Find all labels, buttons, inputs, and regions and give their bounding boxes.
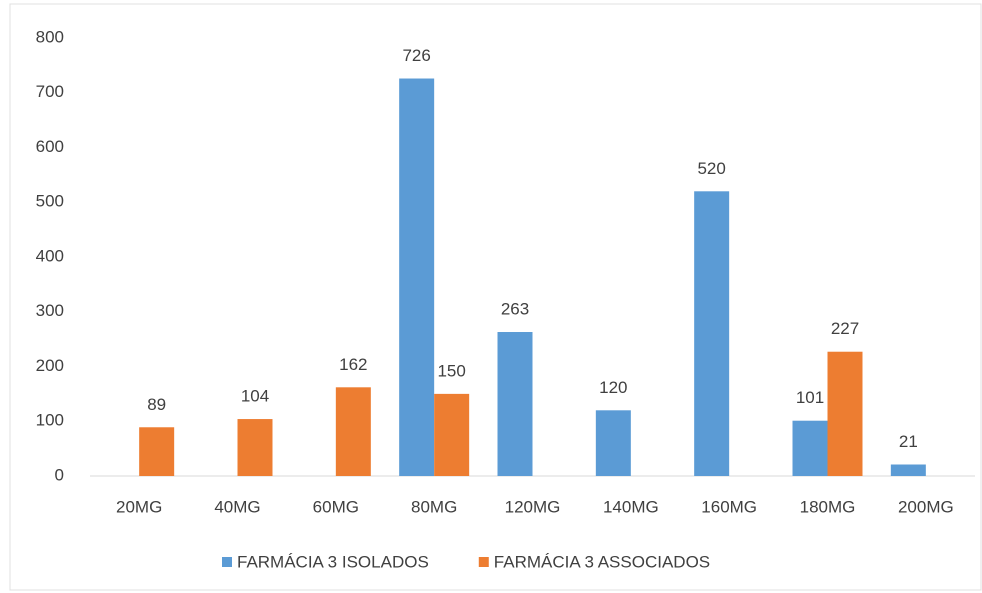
legend-swatch [478,557,489,567]
y-tick-label: 100 [36,411,64,430]
data-label: 89 [147,395,166,414]
x-tick-label: 20MG [116,497,162,516]
y-tick-label: 400 [36,246,64,265]
y-tick-label: 0 [55,465,64,484]
legend-swatch [222,557,232,567]
data-label: 726 [402,46,430,65]
x-tick-label: 180MG [800,497,856,516]
bar [139,427,175,476]
data-label: 104 [241,387,269,406]
x-tick-label: 140MG [603,497,659,516]
data-label: 120 [599,378,627,397]
legend-label: FARMÁCIA 3 ISOLADOS [237,552,429,571]
bar [434,393,470,476]
bar [890,464,926,476]
bar [694,191,730,477]
chart-frame [9,3,982,591]
data-label: 101 [796,388,824,407]
x-tick-label: 60MG [313,497,359,516]
bar [595,410,631,476]
bar [497,332,533,476]
bar [792,420,828,476]
x-tick-label: 200MG [898,497,954,516]
x-tick-label: 80MG [411,497,457,516]
bar [335,387,371,476]
data-label: 520 [697,159,725,178]
x-tick-label: 40MG [214,497,260,516]
y-tick-label: 800 [36,27,64,46]
x-tick-label: 120MG [505,497,561,516]
bar [237,419,273,476]
data-label: 263 [501,299,529,318]
y-tick-label: 600 [36,137,64,156]
y-tick-label: 500 [36,192,64,211]
data-label: 21 [899,432,918,451]
data-label: 162 [339,355,367,374]
legend-label: FARMÁCIA 3 ASSOCIADOS [494,552,710,571]
data-label: 150 [437,361,465,380]
y-tick-label: 200 [36,356,64,375]
bar [827,351,863,476]
data-label: 227 [831,319,859,338]
bar [399,78,435,476]
y-tick-label: 700 [36,82,64,101]
y-tick-label: 300 [36,301,64,320]
x-tick-label: 160MG [701,497,757,516]
